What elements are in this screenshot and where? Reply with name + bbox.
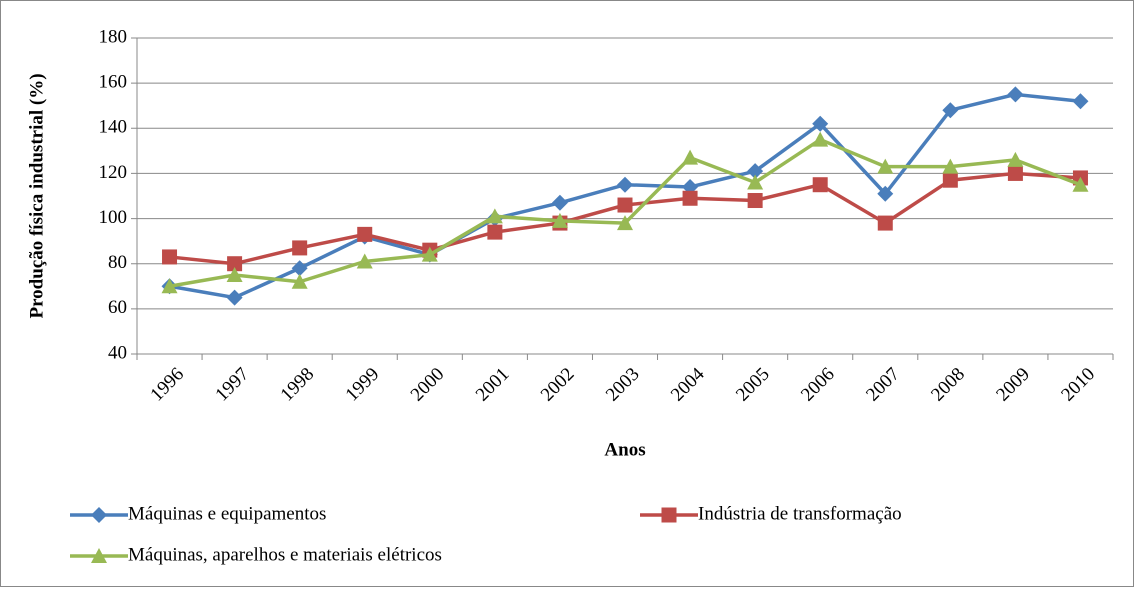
- legend-label: Máquinas e equipamentos: [128, 503, 326, 524]
- marker: [487, 224, 503, 240]
- marker: [812, 115, 829, 132]
- marker: [356, 253, 373, 269]
- marker: [551, 194, 568, 211]
- y-tick-label: 40: [108, 342, 127, 363]
- marker: [1007, 165, 1023, 181]
- legend-label: Máquinas, aparelhos e materiais elétrico…: [128, 544, 442, 565]
- marker: [682, 190, 698, 206]
- marker: [617, 176, 633, 193]
- y-tick-label: 100: [99, 207, 128, 228]
- marker: [226, 267, 243, 282]
- marker: [162, 249, 178, 265]
- marker: [291, 260, 308, 277]
- y-tick-label: 80: [108, 252, 127, 273]
- marker: [942, 102, 959, 119]
- y-tick-label: 180: [99, 26, 128, 47]
- marker: [551, 212, 568, 228]
- marker: [661, 507, 677, 523]
- marker: [812, 177, 828, 193]
- marker: [747, 174, 764, 190]
- marker: [291, 273, 308, 289]
- marker: [91, 507, 107, 523]
- y-tick-label: 60: [108, 297, 127, 318]
- marker: [877, 215, 893, 231]
- marker: [226, 289, 243, 306]
- marker: [942, 172, 958, 188]
- marker: [682, 149, 699, 165]
- marker: [747, 193, 763, 209]
- y-axis-title: Produção física industrial (%): [26, 73, 47, 318]
- marker: [747, 163, 764, 180]
- marker: [1007, 86, 1024, 103]
- marker: [942, 158, 959, 174]
- marker: [617, 215, 633, 231]
- marker: [812, 131, 829, 147]
- marker: [161, 278, 178, 294]
- marker: [877, 158, 894, 174]
- marker: [877, 185, 894, 202]
- marker: [1072, 93, 1089, 110]
- marker: [617, 197, 633, 213]
- marker: [91, 548, 107, 563]
- legend-label: Indústria de transformação: [698, 503, 902, 524]
- y-tick-label: 160: [99, 72, 128, 93]
- marker: [227, 256, 243, 272]
- marker: [292, 240, 308, 256]
- marker: [486, 208, 503, 224]
- marker: [421, 246, 438, 262]
- x-axis-title: Anos: [604, 439, 645, 460]
- y-tick-label: 140: [99, 117, 128, 138]
- marker: [357, 226, 373, 242]
- marker: [1072, 176, 1089, 192]
- marker: [1007, 151, 1024, 167]
- y-tick-label: 120: [99, 162, 128, 183]
